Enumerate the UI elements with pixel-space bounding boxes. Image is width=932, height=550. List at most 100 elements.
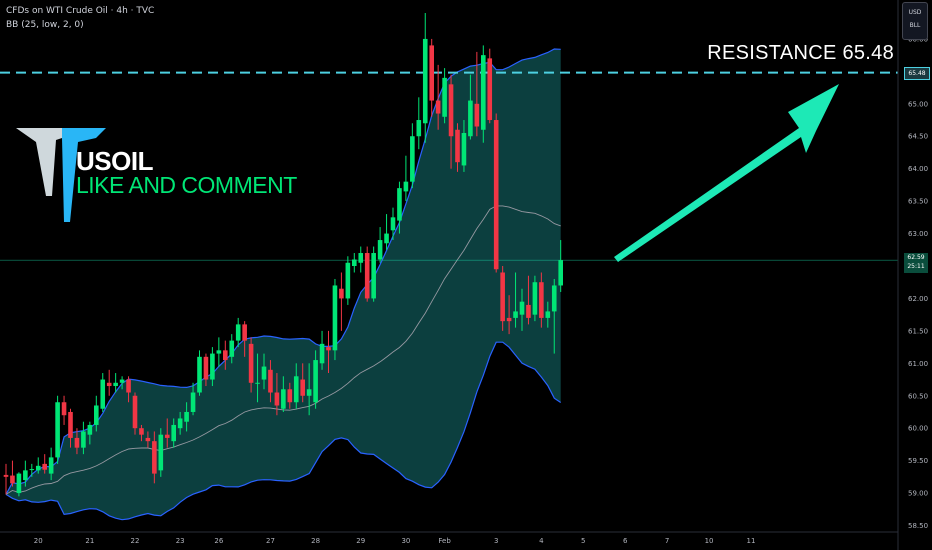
- candle[interactable]: [87, 421, 93, 445]
- up-right-arrow-icon[interactable]: [614, 84, 839, 262]
- candle[interactable]: [390, 207, 396, 241]
- candle[interactable]: [261, 353, 267, 390]
- candle[interactable]: [364, 246, 370, 302]
- indicator-legend[interactable]: BB (25, low, 2, 0): [6, 20, 84, 30]
- candle[interactable]: [223, 340, 228, 370]
- candle[interactable]: [474, 51, 480, 137]
- currency-usd-label[interactable]: USD: [908, 9, 922, 16]
- candle[interactable]: [377, 227, 383, 263]
- candle[interactable]: [113, 373, 118, 393]
- candle[interactable]: [171, 418, 176, 448]
- candle[interactable]: [481, 45, 486, 143]
- candle[interactable]: [526, 275, 531, 325]
- candle-body: [539, 282, 544, 318]
- candle[interactable]: [55, 395, 60, 464]
- candle[interactable]: [293, 363, 299, 409]
- candle[interactable]: [442, 68, 447, 124]
- candle[interactable]: [313, 350, 318, 409]
- candle[interactable]: [274, 373, 280, 416]
- candle[interactable]: [3, 463, 9, 495]
- candle[interactable]: [177, 411, 183, 435]
- candle[interactable]: [468, 74, 473, 140]
- candle[interactable]: [35, 457, 41, 474]
- candle[interactable]: [532, 275, 538, 322]
- candle[interactable]: [242, 321, 247, 357]
- candle-body: [513, 311, 518, 318]
- candle[interactable]: [61, 395, 67, 425]
- y-tick-label: 63.50: [908, 198, 928, 206]
- candle[interactable]: [184, 402, 189, 432]
- candle[interactable]: [545, 301, 551, 328]
- candle[interactable]: [68, 408, 73, 448]
- candle[interactable]: [551, 278, 557, 354]
- candle[interactable]: [416, 97, 422, 150]
- candle[interactable]: [332, 278, 338, 361]
- candle[interactable]: [197, 350, 202, 396]
- candle[interactable]: [558, 240, 563, 292]
- candle[interactable]: [326, 330, 331, 374]
- y-tick-label: 60.00: [908, 425, 928, 433]
- candle[interactable]: [358, 246, 364, 273]
- candle[interactable]: [255, 353, 260, 403]
- candle[interactable]: [42, 454, 47, 474]
- candle[interactable]: [410, 123, 415, 189]
- candle[interactable]: [119, 376, 125, 390]
- candle[interactable]: [422, 12, 428, 143]
- candle[interactable]: [190, 382, 196, 416]
- candle[interactable]: [106, 369, 112, 396]
- candle[interactable]: [164, 418, 170, 448]
- candle[interactable]: [429, 38, 434, 117]
- candle[interactable]: [158, 428, 164, 477]
- candle[interactable]: [339, 272, 344, 331]
- candle[interactable]: [210, 347, 215, 387]
- candle[interactable]: [235, 317, 241, 348]
- candle[interactable]: [74, 428, 80, 455]
- candle[interactable]: [345, 256, 351, 305]
- candle[interactable]: [455, 123, 460, 172]
- candle[interactable]: [403, 155, 409, 202]
- candle[interactable]: [152, 431, 157, 484]
- candle[interactable]: [384, 214, 389, 250]
- candle[interactable]: [10, 460, 15, 487]
- unit-bll-label[interactable]: BLL: [909, 22, 921, 29]
- candle[interactable]: [300, 363, 305, 403]
- candle[interactable]: [281, 376, 286, 412]
- candle[interactable]: [16, 472, 22, 497]
- candle[interactable]: [513, 272, 518, 328]
- candle[interactable]: [352, 253, 357, 273]
- candle[interactable]: [461, 120, 467, 172]
- candle[interactable]: [139, 424, 144, 442]
- candle[interactable]: [487, 48, 493, 124]
- candle[interactable]: [145, 431, 151, 448]
- candle[interactable]: [519, 288, 525, 331]
- candle[interactable]: [81, 421, 86, 455]
- candle[interactable]: [539, 272, 544, 328]
- candle[interactable]: [29, 463, 35, 477]
- price-scale-toggle[interactable]: USD BLL: [902, 2, 928, 40]
- candle[interactable]: [132, 392, 138, 435]
- candle[interactable]: [448, 74, 454, 169]
- candle[interactable]: [500, 266, 505, 331]
- candle[interactable]: [48, 447, 54, 481]
- candle[interactable]: [23, 460, 28, 487]
- candle[interactable]: [397, 181, 402, 234]
- candle[interactable]: [506, 295, 512, 335]
- candle[interactable]: [287, 382, 293, 409]
- candle[interactable]: [306, 363, 312, 416]
- candle[interactable]: [126, 376, 131, 403]
- candle[interactable]: [268, 360, 273, 403]
- candle[interactable]: [203, 353, 209, 387]
- candle[interactable]: [229, 334, 235, 364]
- candle[interactable]: [435, 64, 441, 130]
- candle[interactable]: [100, 373, 106, 412]
- resistance-label[interactable]: RESISTANCE 65.48: [707, 42, 894, 64]
- candle[interactable]: [319, 330, 325, 370]
- candle[interactable]: [94, 395, 99, 432]
- candle[interactable]: [216, 337, 222, 367]
- candle[interactable]: [248, 337, 254, 393]
- candle[interactable]: [371, 246, 376, 302]
- candle-body: [319, 343, 325, 364]
- candle-body: [229, 340, 235, 357]
- candle[interactable]: [493, 113, 499, 273]
